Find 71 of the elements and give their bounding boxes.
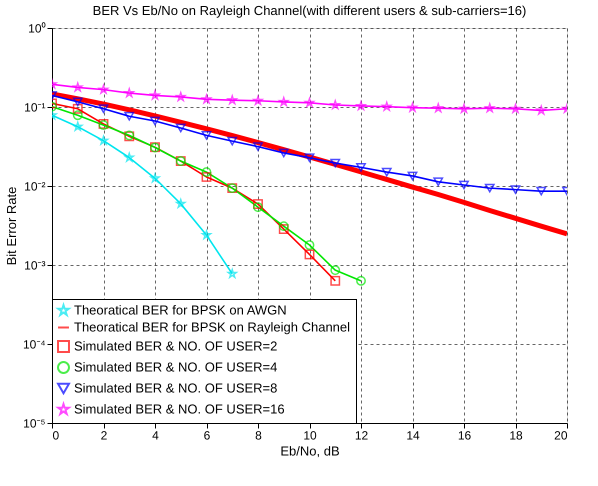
point xyxy=(408,102,418,112)
x-tick-label: 0 xyxy=(52,428,60,442)
x-tick-label: 20 xyxy=(554,428,568,442)
point xyxy=(98,84,108,94)
point xyxy=(330,158,340,168)
legend-label: Simulated BER & NO. OF USER=4 xyxy=(74,360,278,374)
point xyxy=(459,180,469,190)
point xyxy=(253,202,263,212)
y-tick-label: 10⁻² xyxy=(24,180,46,194)
point xyxy=(510,185,520,194)
point xyxy=(253,199,263,210)
x-tick-label: 18 xyxy=(509,428,523,442)
x-tick-label: 12 xyxy=(354,428,368,442)
y-tick-label: 10⁻¹ xyxy=(24,100,46,114)
x-tick-label: 8 xyxy=(255,428,262,442)
point xyxy=(304,240,314,250)
x-axis-title: Eb/No, dB xyxy=(280,444,340,458)
point xyxy=(408,172,418,180)
legend-label: Simulated BER & NO. OF USER=8 xyxy=(74,380,278,396)
legend-label: Theoratical BER for BPSK on Rayleigh Channel xyxy=(74,320,350,334)
point xyxy=(278,148,289,158)
point xyxy=(253,142,263,152)
point xyxy=(202,94,212,104)
x-tick-label: 4 xyxy=(152,428,160,442)
point xyxy=(202,167,212,178)
point xyxy=(304,153,314,162)
point xyxy=(227,136,238,146)
point xyxy=(330,265,340,276)
legend-label: Simulated BER & NO. OF USER=16 xyxy=(74,402,285,416)
point xyxy=(304,250,314,260)
point xyxy=(202,230,212,240)
y-tick-label: 10⁰ xyxy=(28,22,46,36)
y-tick-label: 10⁻³ xyxy=(24,258,46,272)
y-tick-label: 10⁻⁵ xyxy=(23,416,46,430)
x-tick-label: 6 xyxy=(204,428,211,442)
point xyxy=(459,104,469,113)
point xyxy=(253,96,263,105)
point xyxy=(72,98,83,106)
chart-title: BER Vs Eb/No on Rayleigh Channel(with different users & sub-carriers=16) xyxy=(92,3,526,18)
point xyxy=(536,186,546,196)
point xyxy=(382,168,392,176)
point xyxy=(356,276,366,286)
point xyxy=(330,276,340,286)
point xyxy=(98,136,108,145)
x-tick-label: 16 xyxy=(458,428,472,442)
point xyxy=(202,131,212,140)
point xyxy=(356,163,366,172)
point xyxy=(150,116,160,126)
point xyxy=(356,101,366,110)
point xyxy=(150,173,160,182)
point xyxy=(202,172,212,182)
point xyxy=(124,112,134,121)
point xyxy=(72,104,83,114)
legend-label: Simulated BER & NO. OF USER=2 xyxy=(74,338,278,354)
point xyxy=(176,124,186,132)
x-tick-label: 14 xyxy=(406,428,420,442)
point xyxy=(433,177,444,186)
point xyxy=(279,96,288,106)
x-tick-label: 2 xyxy=(100,428,108,442)
point xyxy=(73,82,82,92)
y-tick-label: 10⁻⁴ xyxy=(22,338,46,352)
point xyxy=(98,104,108,114)
x-tick-label: 10 xyxy=(303,428,317,442)
point xyxy=(278,221,289,232)
point xyxy=(72,110,83,120)
point xyxy=(278,224,289,234)
point xyxy=(510,104,520,113)
legend-label: Theoratical BER for BPSK on AWGN xyxy=(74,302,287,318)
point xyxy=(484,184,495,192)
y-axis-title: Bit Error Rate xyxy=(4,186,19,266)
point xyxy=(304,98,314,107)
